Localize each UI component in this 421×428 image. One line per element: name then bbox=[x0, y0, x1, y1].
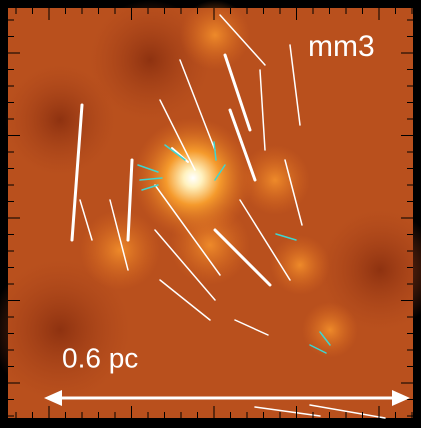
scale-bar-label: 0.6 pc bbox=[62, 342, 138, 373]
figure-panel: 0.6 pc mm3 bbox=[0, 0, 421, 428]
panel-label: mm3 bbox=[308, 30, 375, 63]
